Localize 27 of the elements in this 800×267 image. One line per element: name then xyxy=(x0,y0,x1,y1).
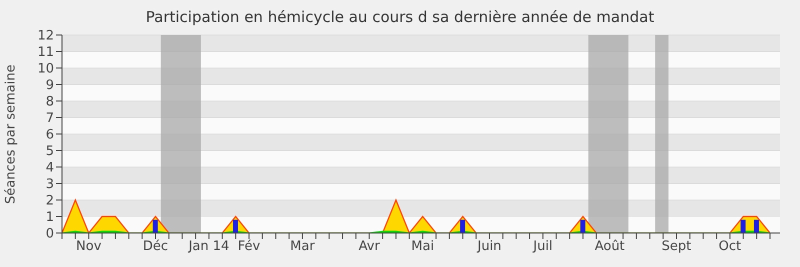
y-tick-label: 1 xyxy=(46,210,54,226)
x-tick-label: Oct xyxy=(718,239,742,254)
x-tick-label: Mai xyxy=(411,239,434,254)
x-tick-label: Fév xyxy=(238,239,261,254)
x-tick-label: Juin xyxy=(476,239,502,254)
y-tick-label: 6 xyxy=(46,128,54,143)
chart-title: Participation en hémicycle au cours d sa dernière année de mandat xyxy=(144,8,656,26)
y-tick-label: 11 xyxy=(37,45,54,60)
x-tick-label: Août xyxy=(594,239,625,254)
y-tick-label: 2 xyxy=(46,194,54,209)
x-tick-label: Jan 14 xyxy=(188,239,230,254)
x-tick-label: Nov xyxy=(76,239,102,254)
y-axis-title: Séances par semaine xyxy=(4,64,19,204)
x-tick-label: Déc xyxy=(142,239,168,254)
x-tick-label: Avr xyxy=(358,239,380,254)
y-tick-label: 7 xyxy=(46,111,54,126)
y-tick-label: 4 xyxy=(46,160,54,176)
y-tick-label: 0 xyxy=(46,226,54,242)
y-tick-label: 5 xyxy=(46,144,54,160)
y-tick-label: 8 xyxy=(46,94,54,110)
y-tick-label: 9 xyxy=(46,78,54,94)
x-tick-label: Sept xyxy=(662,239,692,254)
y-tick-label: 12 xyxy=(37,28,54,44)
y-tick-label: 3 xyxy=(46,177,54,192)
x-tick-label: Mar xyxy=(290,239,316,254)
y-tick-label: 10 xyxy=(37,62,54,77)
x-tick-label: Juil xyxy=(532,239,553,254)
